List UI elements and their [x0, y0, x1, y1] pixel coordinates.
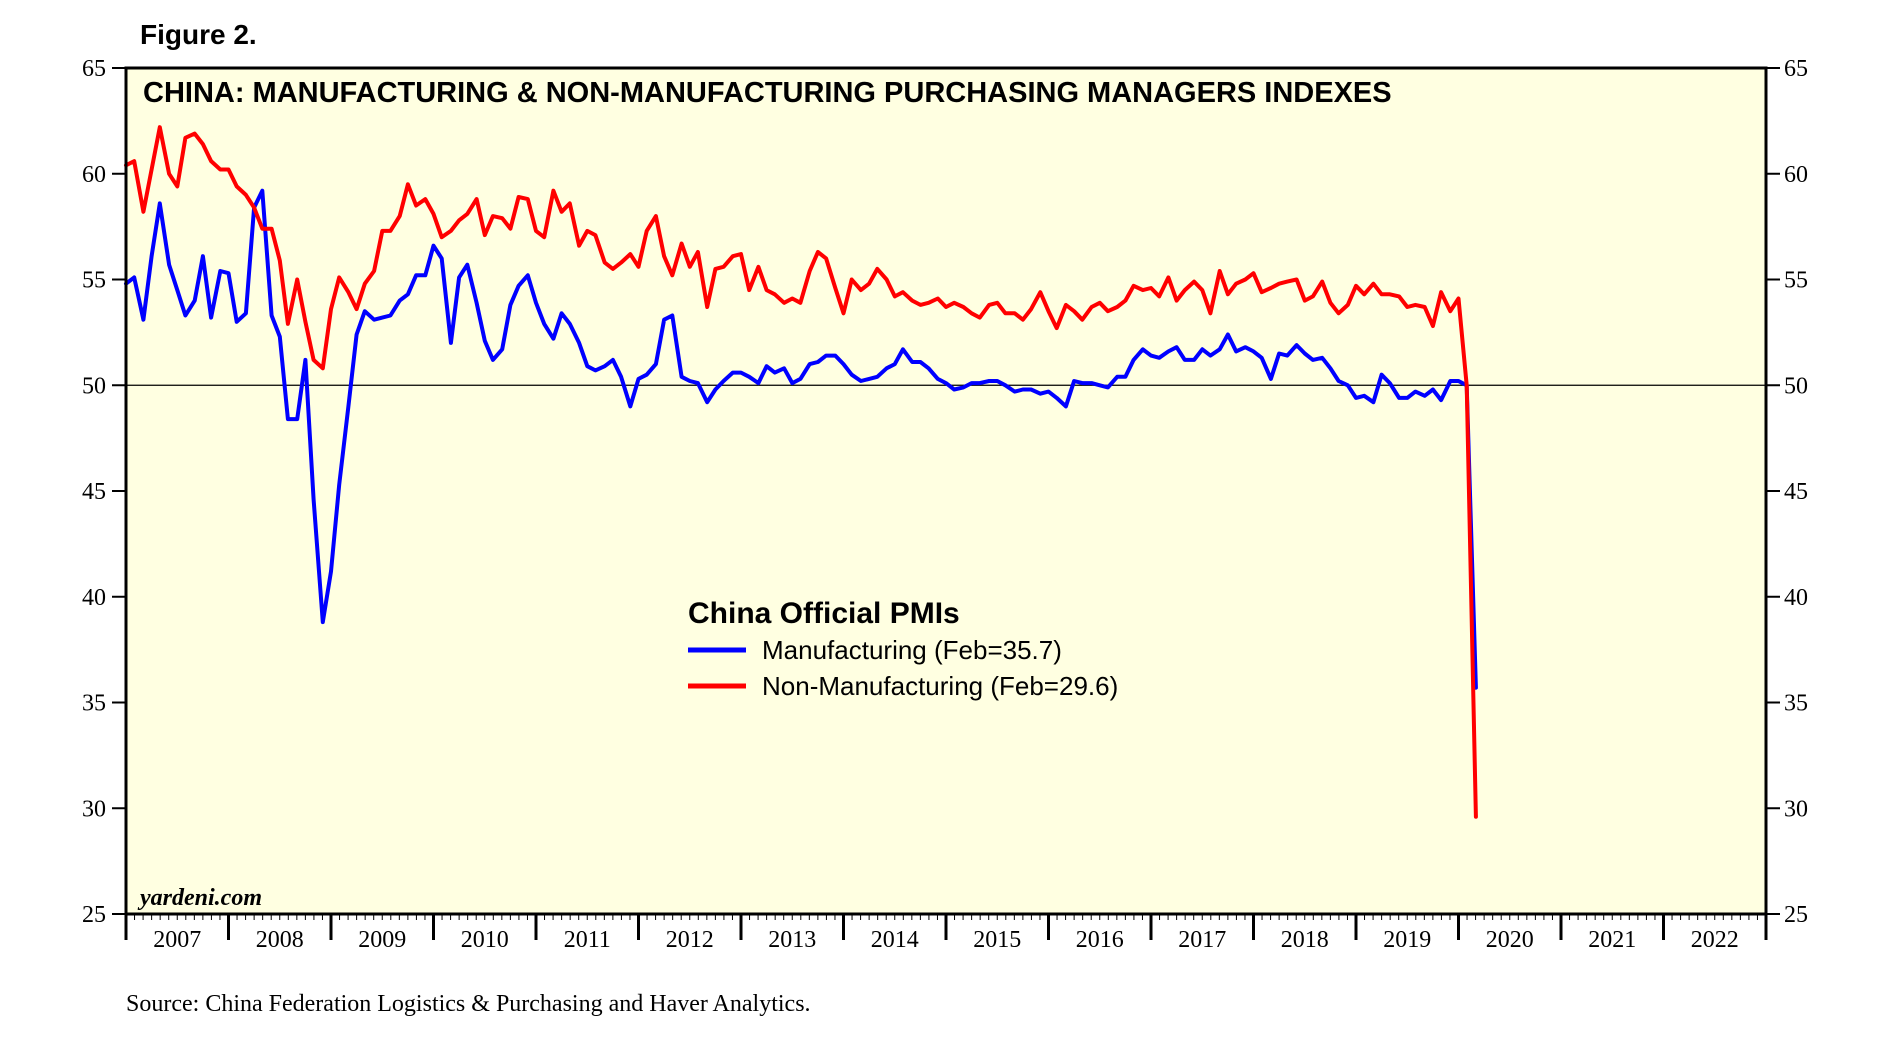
y-tick-label-right: 35 — [1784, 691, 1808, 717]
legend: China Official PMIs Manufacturing (Feb=3… — [688, 597, 1118, 701]
y-tick-label-right: 55 — [1784, 268, 1808, 294]
series-line-non-manufacturing — [124, 125, 1478, 819]
x-axis: 2007 2008 2009 2010 2011 2012 2013 2014 2015 2016… — [124, 914, 1768, 953]
y-tick-label-right: 40 — [1784, 585, 1808, 611]
x-tick-label: 2008 — [256, 927, 304, 953]
y-tick-label-left: 25 — [82, 902, 106, 928]
x-tick-label: 2007 — [153, 927, 201, 953]
y-tick-label-left: 35 — [82, 691, 106, 717]
series-line-manufacturing — [124, 188, 1478, 690]
plot-area — [126, 68, 1766, 914]
y-tick-label-right: 60 — [1784, 162, 1808, 188]
source-note: Source: China Federation Logistics & Pur… — [126, 991, 811, 1017]
x-tick-label: 2010 — [461, 927, 509, 953]
chart-title: CHINA: MANUFACTURING & NON-MANUFACTURING… — [143, 77, 1392, 109]
x-tick-label: 2019 — [1383, 927, 1431, 953]
x-tick-label: 2018 — [1281, 927, 1329, 953]
y-tick-label-right: 65 — [1784, 56, 1808, 82]
y-tick-label-right: 45 — [1784, 479, 1808, 505]
y-tick-label-left: 55 — [82, 268, 106, 294]
series-layer — [124, 125, 1478, 819]
y-tick-label-left: 40 — [82, 585, 106, 611]
x-tick-label: 2009 — [358, 927, 406, 953]
y-tick-label-right: 30 — [1784, 796, 1808, 822]
x-tick-label: 2017 — [1178, 927, 1226, 953]
y-tick-label-left: 45 — [82, 479, 106, 505]
x-tick-label: 2021 — [1588, 927, 1636, 953]
x-tick-label: 2014 — [871, 927, 919, 953]
figure-label: Figure 2. — [140, 19, 257, 50]
y-tick-label-right: 50 — [1784, 373, 1808, 399]
x-tick-label: 2016 — [1076, 927, 1124, 953]
y-tick-label-left: 65 — [82, 56, 106, 82]
y-axis-left: 25 30 35 40 45 50 55 60 65 — [82, 56, 126, 928]
y-tick-label-right: 25 — [1784, 902, 1808, 928]
y-tick-label-left: 30 — [82, 796, 106, 822]
plot-frame — [124, 66, 1768, 916]
x-tick-label: 2013 — [768, 927, 816, 953]
y-tick-label-left: 50 — [82, 373, 106, 399]
x-tick-label: 2011 — [564, 927, 611, 953]
y-axis-right: 25 30 35 40 45 50 55 60 65 — [1766, 56, 1808, 928]
watermark: yardeni.com — [137, 885, 262, 911]
y-tick-label-left: 60 — [82, 162, 106, 188]
legend-label-manufacturing: Manufacturing (Feb=35.7) — [762, 635, 1062, 665]
x-tick-label: 2012 — [666, 927, 714, 953]
x-tick-label: 2022 — [1691, 927, 1739, 953]
legend-title: China Official PMIs — [688, 597, 960, 630]
x-tick-label: 2020 — [1486, 927, 1534, 953]
x-tick-label: 2015 — [973, 927, 1021, 953]
legend-label-non-manufacturing: Non-Manufacturing (Feb=29.6) — [762, 671, 1118, 701]
